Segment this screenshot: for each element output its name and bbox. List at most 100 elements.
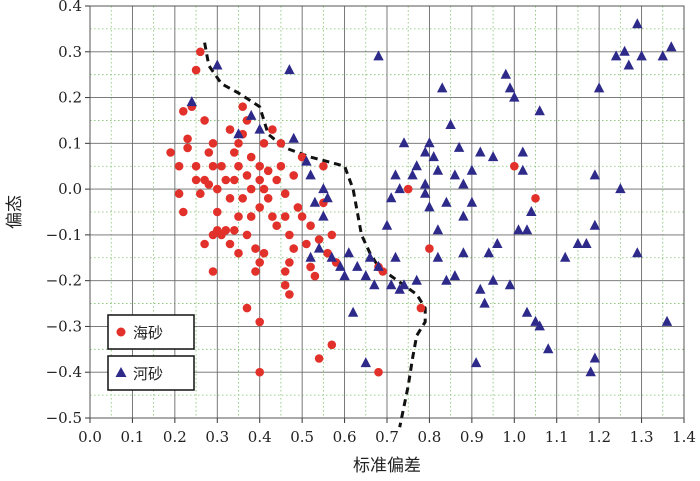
- point-sea-sand: [217, 230, 226, 240]
- point-river-sand: [445, 119, 456, 129]
- point-sea-sand: [251, 244, 260, 253]
- point-sea-sand: [268, 212, 277, 221]
- point-sea-sand: [297, 152, 307, 162]
- point-river-sand: [318, 183, 329, 194]
- point-river-sand: [492, 238, 503, 248]
- point-river-sand: [610, 50, 622, 61]
- point-sea-sand: [306, 262, 315, 272]
- x-tick-label: 1.3: [630, 428, 654, 446]
- point-river-sand: [657, 50, 668, 61]
- point-river-sand: [458, 178, 469, 189]
- point-sea-sand: [225, 125, 235, 134]
- point-river-sand: [390, 251, 401, 262]
- point-river-sand: [521, 224, 533, 235]
- point-sea-sand: [285, 258, 294, 267]
- x-tick-label: 0.0: [78, 428, 102, 446]
- point-river-sand: [589, 352, 601, 363]
- point-river-sand: [449, 270, 461, 281]
- y-tick-label: −0.1: [46, 226, 82, 244]
- point-sea-sand: [234, 248, 243, 258]
- point-river-sand: [593, 82, 605, 93]
- point-river-sand: [335, 260, 346, 271]
- point-sea-sand: [234, 161, 243, 171]
- x-tick-labels: 0.0 0.1 0.2 0.3 0.4 0.5 0.6 0.7 0.8 0.9 1.0 1.1 1.2 1…: [78, 428, 696, 446]
- point-river-sand: [381, 219, 393, 230]
- point-sea-sand: [208, 230, 218, 240]
- point-sea-sand: [327, 340, 337, 350]
- point-sea-sand: [246, 184, 256, 194]
- point-river-sand: [420, 187, 431, 198]
- point-sea-sand: [230, 226, 239, 235]
- point-river-sand: [632, 18, 643, 29]
- point-sea-sand: [213, 184, 222, 194]
- point-river-sand: [347, 306, 359, 317]
- point-river-sand: [483, 247, 494, 258]
- point-sea-sand: [310, 271, 320, 281]
- point-river-sand: [661, 315, 673, 326]
- point-sea-sand: [255, 317, 264, 327]
- y-tick-labels: 0.4 0.3 0.2 0.1 0.0 −0.1 −0.2 −0.3 −0.4 −0.5: [46, 0, 82, 427]
- point-river-sand: [398, 279, 410, 290]
- y-tick-label: −0.5: [46, 409, 82, 427]
- point-sea-sand: [174, 161, 184, 171]
- point-sea-sand: [259, 184, 269, 194]
- point-sea-sand: [259, 248, 269, 258]
- point-river-sand: [390, 169, 401, 180]
- point-river-sand: [386, 192, 397, 203]
- point-sea-sand: [238, 194, 247, 203]
- point-river-sand: [284, 64, 295, 75]
- point-river-sand: [526, 206, 537, 216]
- point-sea-sand: [174, 189, 184, 198]
- point-river-sand: [352, 260, 363, 271]
- point-river-sand: [360, 270, 371, 281]
- point-sea-sand: [297, 212, 307, 221]
- x-tick-label: 0.2: [163, 428, 187, 446]
- point-sea-sand: [230, 175, 239, 185]
- point-sea-sand: [531, 194, 540, 203]
- point-sea-sand: [246, 212, 256, 221]
- point-river-sand: [305, 169, 316, 180]
- x-tick-label: 1.1: [545, 428, 569, 446]
- point-sea-sand: [246, 152, 256, 162]
- point-sea-sand: [374, 367, 383, 377]
- point-sea-sand: [314, 354, 324, 363]
- point-sea-sand: [272, 175, 282, 185]
- point-river-sand: [487, 151, 499, 162]
- point-sea-sand: [234, 212, 243, 221]
- x-tick-label: 0.5: [290, 428, 314, 446]
- point-sea-sand: [255, 367, 264, 377]
- point-sea-sand: [289, 171, 299, 180]
- point-river-sand: [572, 238, 584, 248]
- point-river-sand: [428, 151, 439, 162]
- point-river-sand: [432, 251, 444, 262]
- legend-circle-marker: [116, 327, 126, 337]
- point-river-sand: [500, 68, 511, 79]
- point-river-sand: [521, 306, 533, 317]
- x-tick-label: 1.2: [587, 428, 611, 446]
- point-river-sand: [233, 128, 244, 139]
- point-river-sand: [407, 169, 418, 180]
- point-river-sand: [432, 224, 444, 235]
- point-river-sand: [411, 274, 422, 285]
- point-river-sand: [441, 274, 452, 285]
- point-sea-sand: [268, 125, 277, 134]
- point-river-sand: [581, 238, 592, 248]
- point-sea-sand: [196, 189, 205, 198]
- point-river-sand: [466, 164, 478, 175]
- x-tick-label: 0.9: [460, 428, 484, 446]
- point-river-sand: [398, 137, 410, 148]
- y-tick-label: 0.0: [58, 180, 82, 198]
- point-sea-sand: [416, 303, 426, 313]
- point-sea-sand: [225, 239, 235, 249]
- point-sea-sand: [196, 47, 205, 57]
- point-sea-sand: [280, 212, 290, 221]
- x-tick-label: 0.3: [205, 428, 229, 446]
- legend-triangle-marker: [115, 367, 127, 377]
- point-sea-sand: [225, 194, 235, 203]
- point-sea-sand: [319, 161, 328, 171]
- point-river-sand: [420, 178, 431, 189]
- point-river-sand: [373, 50, 384, 61]
- point-sea-sand: [510, 161, 519, 171]
- point-river-sand: [636, 50, 647, 61]
- x-tick-label: 0.8: [417, 428, 441, 446]
